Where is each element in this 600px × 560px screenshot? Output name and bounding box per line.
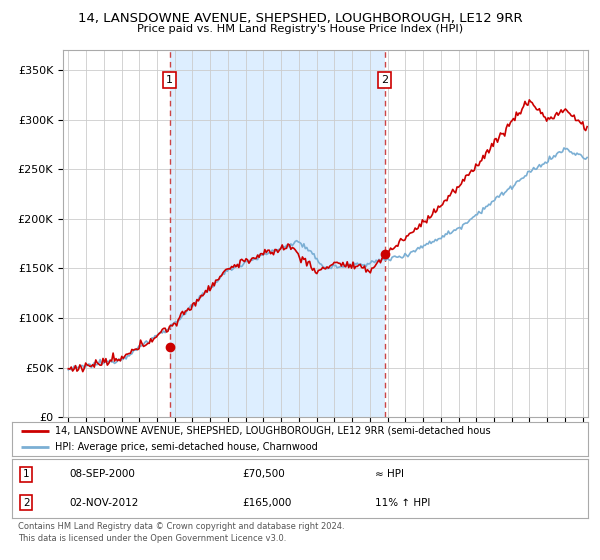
- Text: 2: 2: [381, 75, 388, 85]
- Text: 2: 2: [23, 498, 30, 508]
- Text: 08-SEP-2000: 08-SEP-2000: [70, 469, 136, 479]
- Text: 1: 1: [23, 469, 30, 479]
- Text: 14, LANSDOWNE AVENUE, SHEPSHED, LOUGHBOROUGH, LE12 9RR (semi-detached hous: 14, LANSDOWNE AVENUE, SHEPSHED, LOUGHBOR…: [55, 426, 491, 436]
- Text: 02-NOV-2012: 02-NOV-2012: [70, 498, 139, 508]
- Text: Price paid vs. HM Land Registry's House Price Index (HPI): Price paid vs. HM Land Registry's House …: [137, 24, 463, 34]
- Text: Contains HM Land Registry data © Crown copyright and database right 2024.
This d: Contains HM Land Registry data © Crown c…: [18, 522, 344, 543]
- Text: HPI: Average price, semi-detached house, Charnwood: HPI: Average price, semi-detached house,…: [55, 442, 318, 452]
- Bar: [170, 50, 385, 417]
- Text: 14, LANSDOWNE AVENUE, SHEPSHED, LOUGHBOROUGH, LE12 9RR: 14, LANSDOWNE AVENUE, SHEPSHED, LOUGHBOR…: [77, 12, 523, 25]
- Text: 1: 1: [166, 75, 173, 85]
- Text: £165,000: £165,000: [242, 498, 292, 508]
- Text: 11% ↑ HPI: 11% ↑ HPI: [375, 498, 430, 508]
- Text: £70,500: £70,500: [242, 469, 285, 479]
- Text: ≈ HPI: ≈ HPI: [375, 469, 404, 479]
